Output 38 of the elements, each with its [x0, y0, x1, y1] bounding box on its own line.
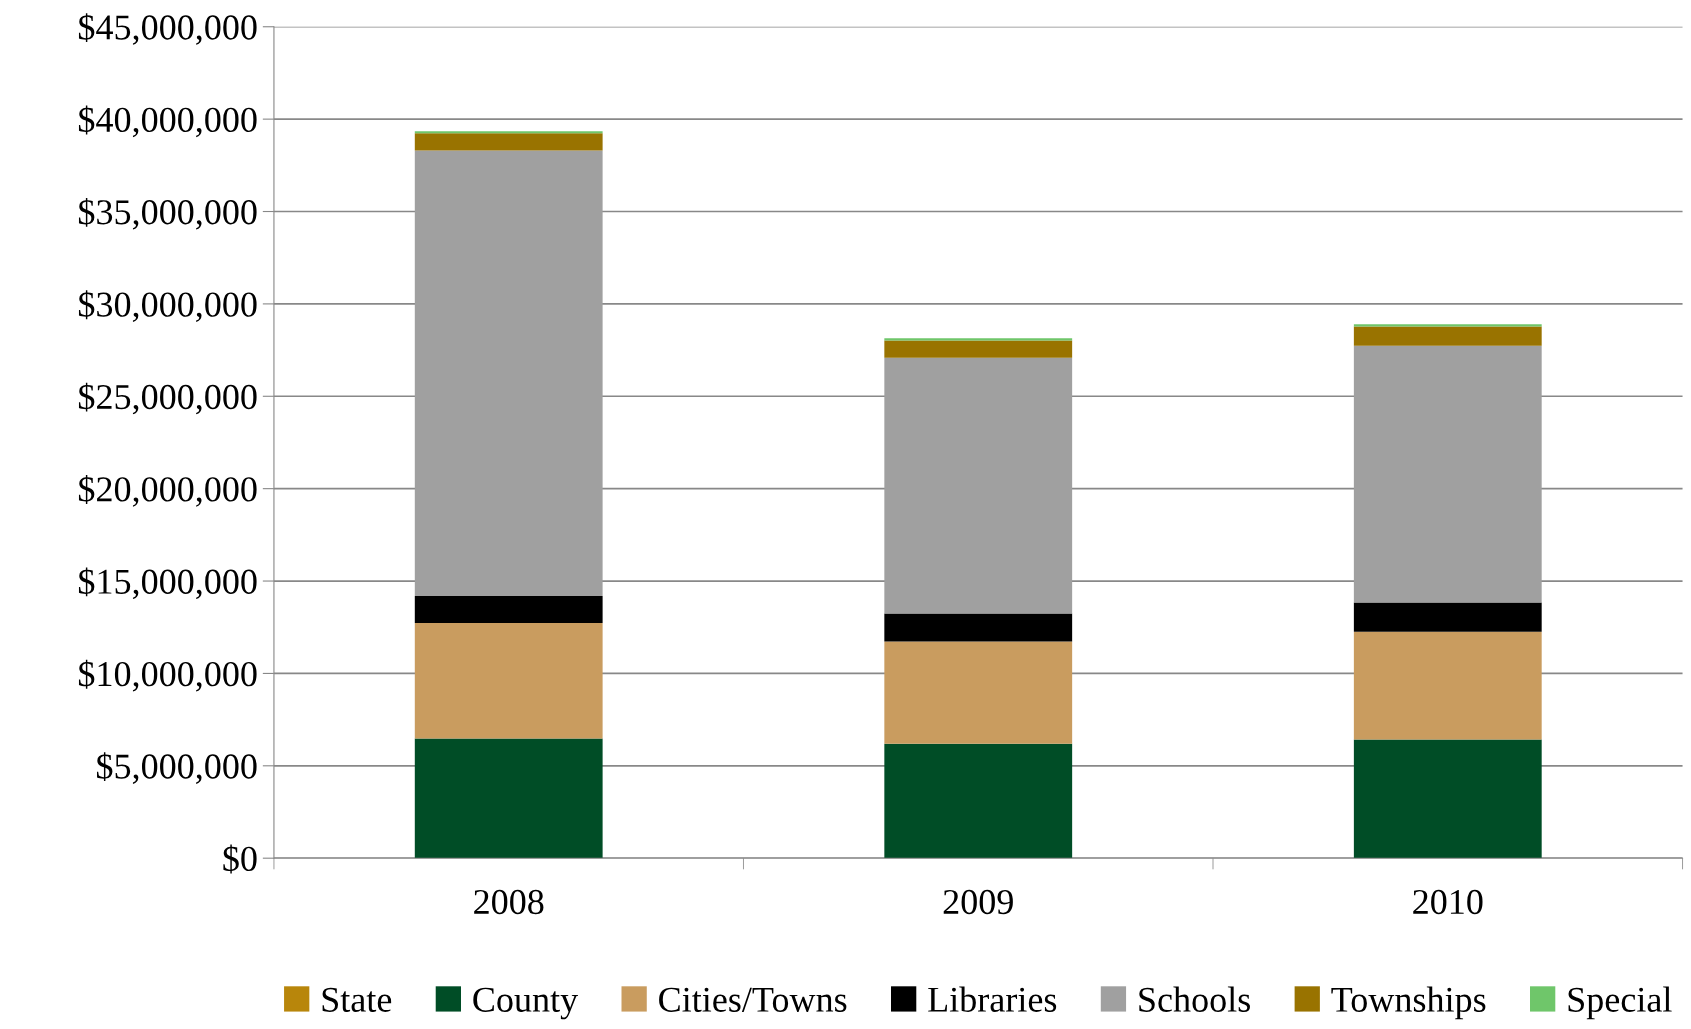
- bar: [1353, 324, 1542, 327]
- bar: [414, 133, 603, 151]
- x-tick-label: 2008: [474, 889, 544, 915]
- bar: [1353, 326, 1542, 346]
- bar: [1353, 739, 1542, 859]
- y-tick-label: $15,000,000: [78, 567, 257, 600]
- legend-label: State: [322, 987, 392, 1012]
- legend-label: Townships: [1331, 986, 1486, 1020]
- y-tick-label: $25,000,000: [78, 382, 257, 415]
- y-tick-label: $30,000,000: [78, 290, 257, 322]
- bar: [884, 613, 1073, 642]
- legend-label: Cities/Towns: [659, 987, 847, 1012]
- legend-label: Schools: [1139, 986, 1250, 1012]
- bar: [414, 131, 603, 134]
- bar: [884, 357, 1073, 614]
- bar: [884, 743, 1073, 859]
- bar: [884, 340, 1073, 358]
- bar: [414, 150, 603, 597]
- y-tick-label: $20,000,000: [78, 475, 257, 507]
- legend-label: Libraries: [928, 986, 1057, 1012]
- bar: [414, 738, 603, 859]
- y-tick-label: $40,000,000: [78, 105, 257, 138]
- x-tick-label: 2009: [943, 889, 1013, 915]
- legend-label: County: [473, 987, 579, 1020]
- bar: [1353, 602, 1542, 632]
- y-tick-label: $5,000,000: [97, 752, 257, 784]
- legend-label: Special: [1568, 986, 1672, 1020]
- y-tick-label: $0: [223, 844, 257, 874]
- bar: [884, 641, 1073, 744]
- bar: [414, 622, 603, 739]
- x-tick-label: 2010: [1413, 889, 1483, 915]
- bar: [884, 338, 1073, 341]
- y-tick-label: $35,000,000: [78, 197, 257, 230]
- bar: [1353, 631, 1542, 740]
- y-tick-label: $10,000,000: [78, 659, 257, 692]
- bar: [1353, 345, 1542, 603]
- bar: [414, 596, 603, 623]
- y-tick-label: $45,000,000: [78, 13, 257, 45]
